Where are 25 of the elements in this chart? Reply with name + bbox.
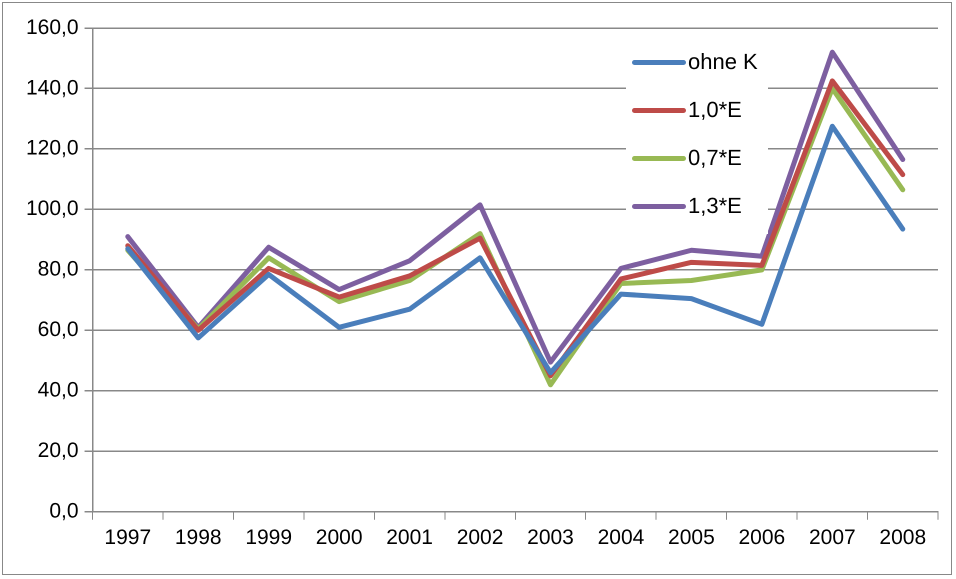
x-tick-label: 2006	[738, 526, 786, 550]
y-tick-label: 40,0	[38, 378, 79, 402]
y-tick-label: 60,0	[38, 318, 79, 342]
x-tick-label: 1999	[245, 526, 292, 550]
legend-label: 1,3*E	[688, 193, 742, 219]
y-tick-label: 80,0	[38, 258, 79, 281]
y-tick-label: 0,0	[49, 500, 79, 523]
x-tick-label: 2008	[879, 526, 926, 550]
y-tick-label: 20,0	[38, 439, 79, 462]
legend-label: 0,7*E	[688, 145, 742, 171]
x-tick-label: 2007	[808, 526, 856, 550]
legend-label: 1,0*E	[688, 97, 742, 123]
x-tick-label: 2001	[386, 526, 433, 550]
legend-label: ohne K	[688, 49, 758, 75]
x-tick-label: 2005	[668, 526, 715, 550]
x-tick-label: 2004	[598, 526, 645, 550]
x-tick-label: 2003	[527, 526, 574, 550]
y-tick-label: 140,0	[26, 76, 79, 100]
x-tick-label: 2002	[456, 526, 504, 550]
y-tick-label: 100,0	[26, 197, 79, 220]
x-tick-label: 1998	[174, 526, 222, 550]
y-tick-label: 160,0	[26, 16, 79, 39]
x-tick-label: 2000	[316, 526, 362, 550]
x-tick-label: 1997	[104, 526, 152, 550]
y-tick-label: 120,0	[26, 136, 79, 160]
